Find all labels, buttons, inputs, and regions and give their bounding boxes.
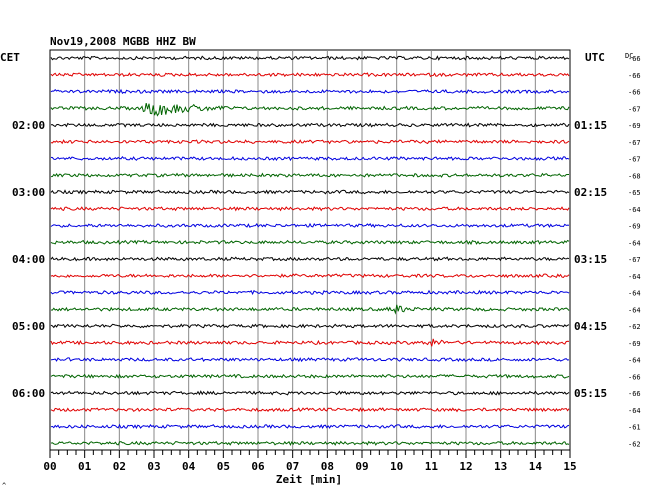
x-tick-label: 14: [529, 460, 543, 473]
trace-row-22: [50, 407, 570, 413]
trace-row-6: [50, 139, 570, 145]
utc-time-label: 04:15: [574, 320, 607, 333]
trace-row-9: [50, 189, 570, 195]
utc-time-label: 01:15: [574, 119, 607, 132]
dc-offset-label: -67: [628, 105, 641, 113]
x-tick-label: 09: [355, 460, 368, 473]
corner-mark: ^: [2, 482, 6, 490]
dc-label: DC: [625, 52, 633, 60]
x-tick-label: 13: [494, 460, 507, 473]
dc-offset-label: -68: [628, 172, 641, 180]
x-tick-label: 08: [321, 460, 334, 473]
plot-border: [49, 49, 571, 451]
dc-offset-label: -66: [628, 72, 641, 80]
chart-title: Nov19,2008 MGBB HHZ BW: [50, 35, 196, 48]
trace-row-24: [50, 440, 570, 446]
trace-row-19: [50, 357, 570, 363]
trace-row-14: [50, 273, 570, 279]
trace-row-7: [50, 155, 570, 162]
dc-offset-label: -67: [628, 256, 641, 264]
trace-row-2: [50, 72, 570, 78]
dc-offset-label: -67: [628, 139, 641, 147]
utc-time-label: 02:15: [574, 186, 607, 199]
trace-row-8: [50, 172, 569, 178]
dc-offset-label: -69: [628, 223, 641, 231]
trace-row-11: [50, 222, 570, 229]
x-tick-label: 06: [251, 460, 265, 473]
dc-offset-label: -64: [628, 206, 641, 214]
trace-row-3: [50, 88, 570, 95]
trace-row-15: [50, 289, 570, 296]
dc-offset-label: -66: [628, 55, 641, 63]
x-axis-label: Zeit [min]: [276, 473, 342, 486]
dc-offset-label: -66: [628, 390, 641, 398]
trace-group: [50, 55, 570, 446]
trace-row-21: [50, 390, 570, 396]
dc-offset-label: -67: [628, 156, 641, 164]
dc-offset-label: -62: [628, 440, 641, 448]
x-tick-label: 05: [217, 460, 230, 473]
x-tick-label: 04: [182, 460, 196, 473]
cet-time-label: 05:00: [12, 320, 45, 333]
dc-offset-label: -69: [628, 340, 641, 348]
trace-row-4: [50, 102, 570, 117]
utc-time-label: 03:15: [574, 253, 607, 266]
cet-time-label: 06:00: [12, 387, 45, 400]
label-group: 00 01 02 03 04 05 06 07 08 09 10 11 12 13 14 15 -66 -66 -6…: [12, 55, 641, 473]
trace-row-18: [50, 338, 570, 347]
trace-row-23: [50, 423, 570, 430]
dc-offset-label: -69: [628, 122, 641, 130]
dc-offset-label: -64: [628, 239, 641, 247]
dc-offset-label: -64: [628, 306, 641, 314]
trace-row-10: [50, 206, 570, 212]
cet-label: CET: [0, 51, 20, 64]
cet-time-label: 03:00: [12, 186, 45, 199]
plot-frame: [49, 49, 571, 458]
x-tick-label: 10: [390, 460, 403, 473]
x-tick-label: 11: [425, 460, 439, 473]
x-tick-label: 07: [286, 460, 299, 473]
dc-offset-label: -66: [628, 89, 641, 97]
dc-offset-label: -64: [628, 290, 641, 298]
plot-grid: [84, 50, 536, 450]
trace-row-20: [50, 373, 570, 379]
dc-offset-label: -66: [628, 373, 641, 381]
dc-offset-label: -64: [628, 273, 641, 281]
x-tick-label: 02: [113, 460, 126, 473]
dc-offset-label: -64: [628, 357, 641, 365]
x-tick-label: 03: [147, 460, 160, 473]
cet-time-label: 02:00: [12, 119, 45, 132]
trace-row-5: [50, 122, 570, 128]
trace-row-12: [50, 239, 570, 246]
x-tick-label: 12: [459, 460, 472, 473]
x-tick-label: 01: [78, 460, 92, 473]
x-tick-label: 00: [43, 460, 56, 473]
cet-time-label: 04:00: [12, 253, 45, 266]
dc-offset-label: -61: [628, 424, 641, 432]
dc-offset-label: -64: [628, 407, 641, 415]
trace-row-17: [50, 323, 570, 329]
dc-offset-label: -65: [628, 189, 641, 197]
utc-time-label: 05:15: [574, 387, 607, 400]
trace-row-16: [50, 304, 570, 315]
trace-row-13: [50, 256, 570, 262]
dc-offset-label: -62: [628, 323, 641, 331]
trace-row-1: [50, 55, 570, 61]
utc-label: UTC: [585, 51, 605, 64]
x-tick-label: 15: [563, 460, 576, 473]
